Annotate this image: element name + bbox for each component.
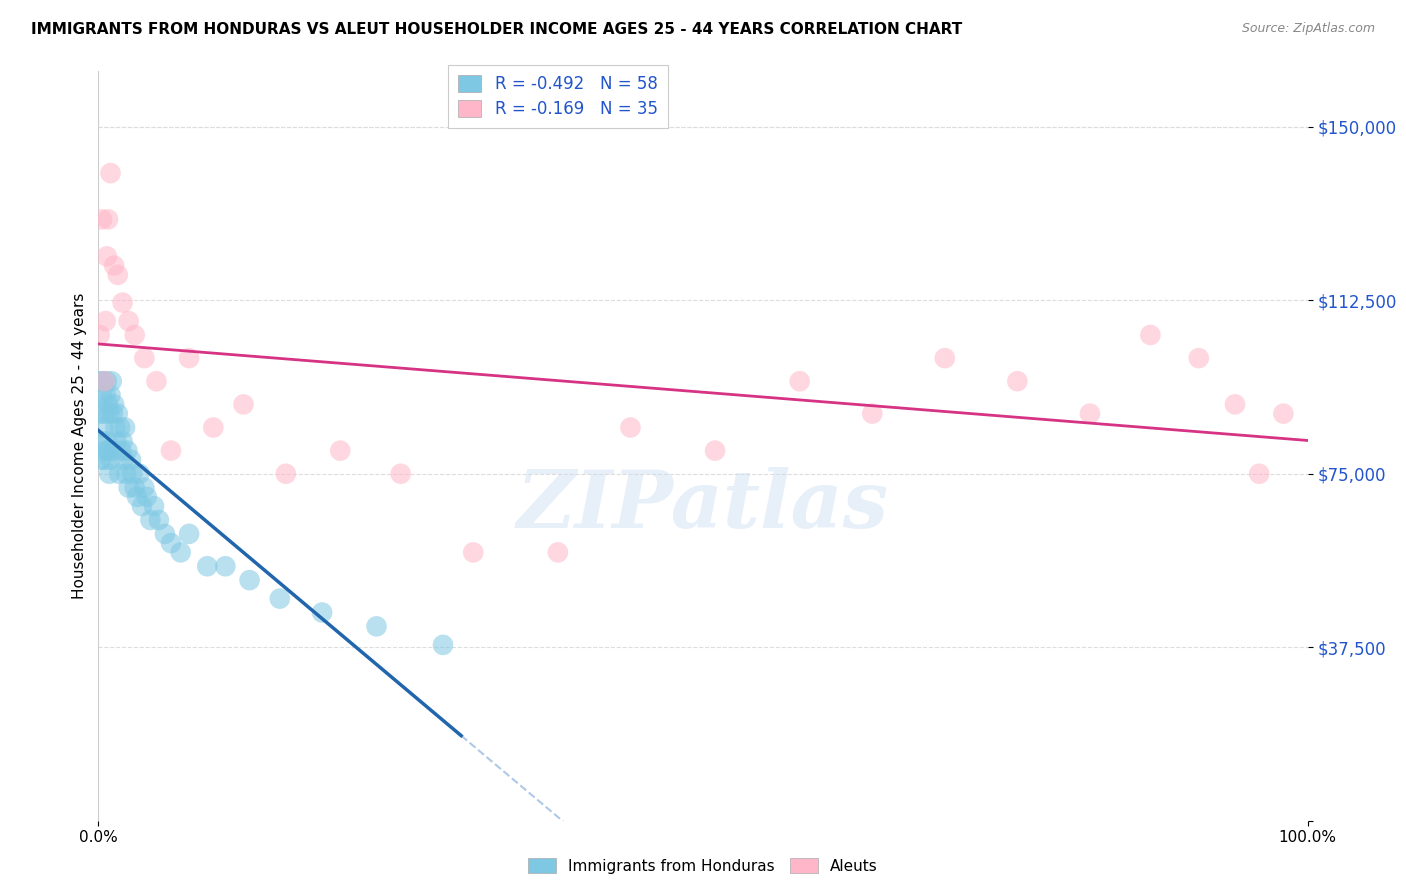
Point	[91, 388, 114, 402]
Point	[127, 490, 149, 504]
Point	[104, 420, 127, 434]
Point	[98, 407, 121, 421]
Point	[134, 351, 156, 365]
Point	[214, 559, 236, 574]
Point	[1078, 407, 1101, 421]
Point	[111, 434, 134, 449]
Point	[89, 374, 111, 388]
Point	[101, 443, 124, 458]
Point	[1139, 328, 1161, 343]
Point	[202, 420, 225, 434]
Text: ZIPatlas: ZIPatlas	[517, 467, 889, 545]
Point	[463, 545, 485, 559]
Point	[90, 407, 112, 421]
Point	[1007, 374, 1029, 388]
Point	[232, 397, 254, 411]
Point	[160, 443, 183, 458]
Point	[311, 606, 333, 620]
Point	[239, 573, 262, 587]
Point	[934, 351, 956, 365]
Point	[128, 467, 150, 481]
Point	[269, 591, 291, 606]
Point	[93, 407, 115, 421]
Point	[118, 314, 141, 328]
Point	[169, 545, 191, 559]
Point	[91, 374, 114, 388]
Point	[547, 545, 569, 559]
Point	[179, 527, 201, 541]
Point	[143, 499, 166, 513]
Point	[619, 420, 641, 434]
Point	[145, 374, 167, 388]
Point	[100, 453, 122, 467]
Point	[101, 407, 124, 421]
Point	[120, 453, 142, 467]
Point	[1188, 351, 1211, 365]
Legend: Immigrants from Honduras, Aleuts: Immigrants from Honduras, Aleuts	[523, 852, 883, 880]
Point	[110, 443, 132, 458]
Point	[124, 481, 146, 495]
Y-axis label: Householder Income Ages 25 - 44 years: Householder Income Ages 25 - 44 years	[72, 293, 87, 599]
Point	[91, 434, 114, 449]
Point	[111, 295, 134, 310]
Point	[389, 467, 412, 481]
Point	[860, 407, 883, 421]
Point	[112, 453, 135, 467]
Legend: R = -0.492   N = 58, R = -0.169   N = 35: R = -0.492 N = 58, R = -0.169 N = 35	[449, 65, 668, 128]
Point	[114, 420, 136, 434]
Point	[94, 314, 117, 328]
Point	[91, 212, 114, 227]
Text: Source: ZipAtlas.com: Source: ZipAtlas.com	[1241, 22, 1375, 36]
Point	[93, 374, 115, 388]
Point	[96, 434, 118, 449]
Point	[89, 328, 111, 343]
Point	[96, 249, 118, 263]
Point	[195, 559, 218, 574]
Point	[94, 388, 117, 402]
Point	[96, 374, 118, 388]
Point	[1249, 467, 1271, 481]
Point	[108, 467, 131, 481]
Point	[329, 443, 352, 458]
Point	[139, 513, 162, 527]
Point	[103, 397, 125, 411]
Point	[98, 467, 121, 481]
Point	[97, 443, 120, 458]
Point	[94, 443, 117, 458]
Point	[121, 467, 143, 481]
Point	[131, 499, 153, 513]
Point	[90, 453, 112, 467]
Point	[789, 374, 811, 388]
Point	[93, 374, 115, 388]
Point	[160, 536, 183, 550]
Point	[105, 434, 128, 449]
Point	[91, 420, 114, 434]
Point	[100, 388, 122, 402]
Point	[107, 407, 129, 421]
Point	[100, 166, 122, 180]
Point	[153, 527, 176, 541]
Point	[134, 481, 156, 495]
Point	[1272, 407, 1295, 421]
Point	[97, 397, 120, 411]
Point	[124, 328, 146, 343]
Point	[115, 467, 138, 481]
Point	[135, 490, 157, 504]
Point	[274, 467, 297, 481]
Point	[108, 420, 131, 434]
Point	[117, 443, 139, 458]
Point	[148, 513, 170, 527]
Point	[704, 443, 727, 458]
Point	[432, 638, 454, 652]
Point	[366, 619, 388, 633]
Text: IMMIGRANTS FROM HONDURAS VS ALEUT HOUSEHOLDER INCOME AGES 25 - 44 YEARS CORRELAT: IMMIGRANTS FROM HONDURAS VS ALEUT HOUSEH…	[31, 22, 962, 37]
Point	[179, 351, 201, 365]
Point	[103, 259, 125, 273]
Point	[93, 453, 115, 467]
Point	[118, 481, 141, 495]
Point	[97, 212, 120, 227]
Point	[1223, 397, 1246, 411]
Point	[107, 268, 129, 282]
Point	[100, 374, 122, 388]
